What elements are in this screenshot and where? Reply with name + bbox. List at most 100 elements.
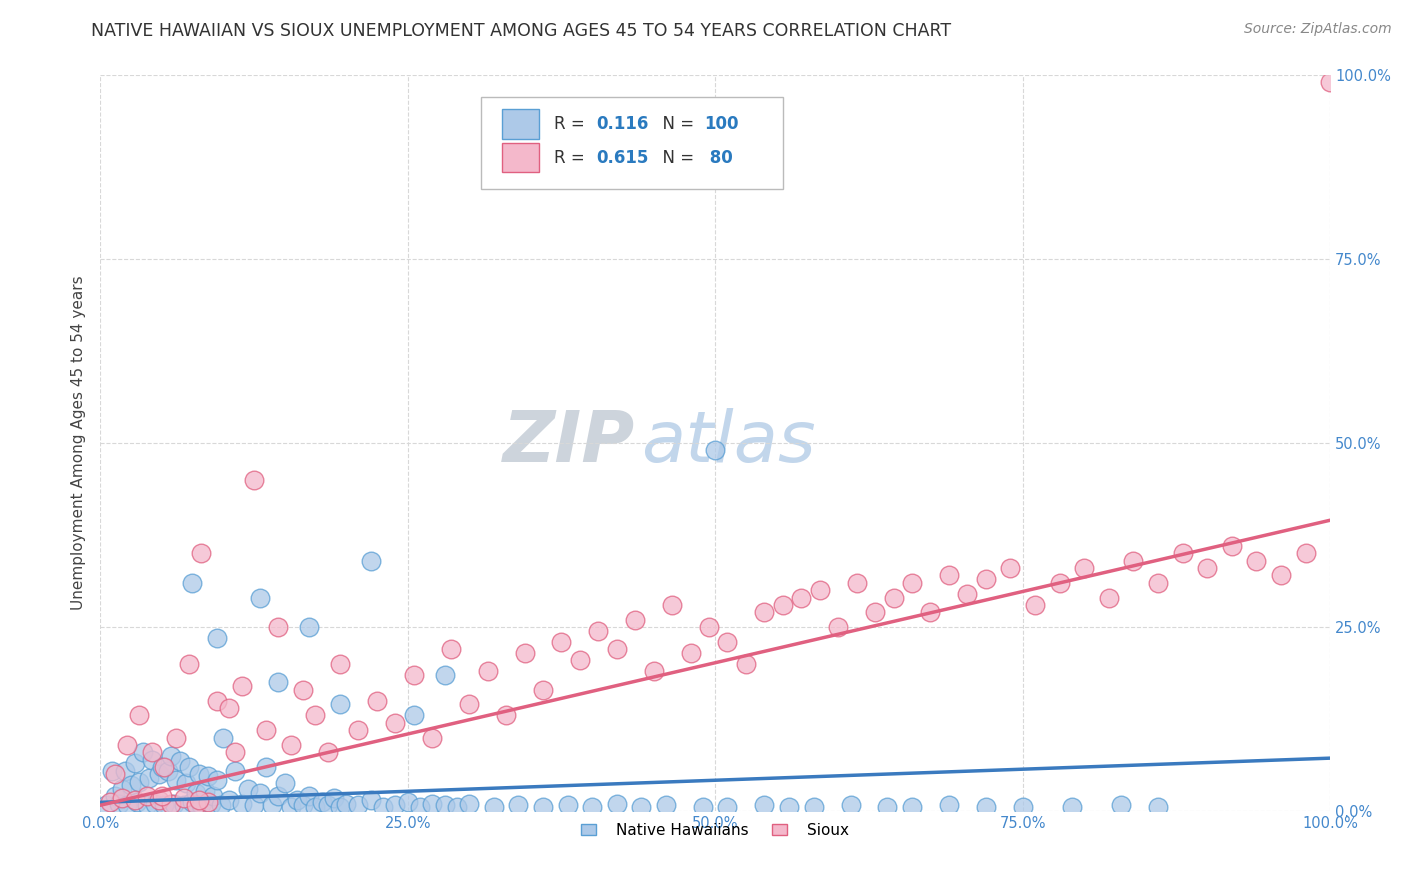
Point	[194, 783, 217, 797]
Point	[790, 591, 813, 605]
Point	[827, 620, 849, 634]
Point	[169, 754, 191, 768]
Point	[606, 797, 628, 811]
Point	[360, 554, 382, 568]
Point	[446, 800, 468, 814]
Point	[205, 694, 228, 708]
Point	[347, 798, 370, 813]
Bar	[502, 109, 540, 138]
Point	[184, 798, 207, 813]
Point	[304, 800, 326, 814]
Point	[273, 776, 295, 790]
Point	[679, 646, 702, 660]
Point	[124, 756, 146, 771]
Point	[477, 664, 499, 678]
Point	[482, 800, 505, 814]
Point	[433, 798, 456, 813]
Point	[772, 598, 794, 612]
Text: R =: R =	[554, 149, 591, 167]
Text: R =: R =	[554, 115, 591, 133]
Point	[335, 797, 357, 811]
Point	[292, 682, 315, 697]
Point	[1098, 591, 1121, 605]
Point	[181, 795, 204, 809]
Bar	[502, 143, 540, 172]
Point	[1109, 798, 1132, 813]
Text: 100: 100	[704, 115, 738, 133]
Point	[163, 797, 186, 811]
Point	[920, 605, 942, 619]
Point	[550, 634, 572, 648]
Point	[181, 575, 204, 590]
Point	[606, 642, 628, 657]
Point	[280, 738, 302, 752]
Point	[135, 789, 157, 804]
Point	[420, 797, 443, 811]
Point	[863, 605, 886, 619]
Point	[531, 800, 554, 814]
Text: 80: 80	[704, 149, 733, 167]
Point	[298, 789, 321, 804]
Point	[735, 657, 758, 671]
Text: N =: N =	[652, 115, 695, 133]
Point	[754, 605, 776, 619]
Point	[513, 646, 536, 660]
Point	[1000, 561, 1022, 575]
Point	[173, 798, 195, 813]
Point	[402, 668, 425, 682]
Point	[236, 782, 259, 797]
Point	[200, 797, 222, 811]
Point	[267, 789, 290, 804]
Legend: Native Hawaiians, Sioux: Native Hawaiians, Sioux	[575, 817, 855, 844]
Point	[141, 753, 163, 767]
Point	[1270, 568, 1292, 582]
Point	[508, 798, 530, 813]
Point	[111, 791, 134, 805]
Point	[716, 634, 738, 648]
Point	[1122, 554, 1144, 568]
Point	[938, 568, 960, 582]
Text: NATIVE HAWAIIAN VS SIOUX UNEMPLOYMENT AMONG AGES 45 TO 54 YEARS CORRELATION CHAR: NATIVE HAWAIIAN VS SIOUX UNEMPLOYMENT AM…	[91, 22, 952, 40]
Point	[128, 774, 150, 789]
Text: ZIP: ZIP	[503, 409, 636, 477]
Point	[778, 800, 800, 814]
Point	[254, 723, 277, 738]
Point	[938, 798, 960, 813]
Point	[1171, 546, 1194, 560]
Point	[655, 798, 678, 813]
Point	[104, 789, 127, 804]
Point	[120, 778, 142, 792]
Point	[316, 745, 339, 759]
Point	[329, 657, 352, 671]
Point	[808, 583, 831, 598]
Point	[174, 776, 197, 790]
Point	[901, 800, 924, 814]
Point	[384, 798, 406, 813]
Point	[1197, 561, 1219, 575]
Point	[1220, 539, 1243, 553]
Point	[153, 798, 176, 813]
Point	[107, 797, 129, 811]
Point	[1024, 598, 1046, 612]
Point	[901, 575, 924, 590]
Point	[845, 575, 868, 590]
Point	[531, 682, 554, 697]
Point	[366, 694, 388, 708]
Point	[243, 473, 266, 487]
Point	[661, 598, 683, 612]
Point	[153, 760, 176, 774]
Point	[124, 793, 146, 807]
Point	[581, 800, 603, 814]
Point	[156, 764, 179, 778]
Point	[202, 789, 225, 804]
Point	[148, 793, 170, 807]
Point	[114, 764, 136, 778]
Point	[329, 800, 352, 814]
Point	[440, 642, 463, 657]
Point	[262, 798, 284, 813]
Point	[231, 679, 253, 693]
Point	[150, 760, 173, 774]
Point	[212, 731, 235, 745]
Point	[329, 698, 352, 712]
Point	[132, 745, 155, 759]
